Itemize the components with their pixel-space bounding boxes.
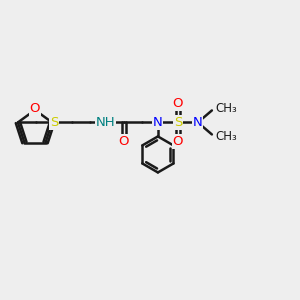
Text: O: O bbox=[118, 135, 129, 148]
Text: CH₃: CH₃ bbox=[215, 102, 237, 115]
Text: N: N bbox=[153, 116, 163, 129]
Text: O: O bbox=[172, 135, 183, 148]
Text: N: N bbox=[193, 116, 203, 129]
Text: O: O bbox=[30, 103, 40, 116]
Text: S: S bbox=[50, 116, 58, 129]
Text: O: O bbox=[172, 97, 183, 110]
Text: S: S bbox=[174, 116, 182, 129]
Text: CH₃: CH₃ bbox=[215, 130, 237, 143]
Text: NH: NH bbox=[96, 116, 116, 129]
